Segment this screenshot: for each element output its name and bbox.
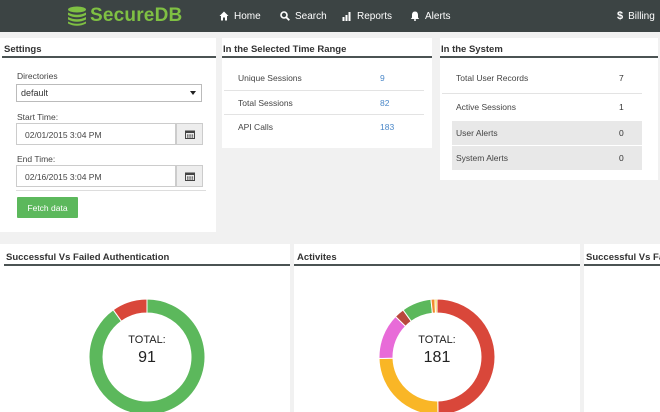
start-calendar-button[interactable] bbox=[176, 123, 203, 145]
range-row-value[interactable]: 82 bbox=[380, 98, 390, 108]
search-icon bbox=[280, 11, 290, 21]
nav-search[interactable]: Search bbox=[280, 0, 327, 32]
third-chart-title-rule bbox=[584, 264, 660, 266]
system-row-user-alerts: User Alerts 0 bbox=[452, 121, 642, 145]
auth-chart-title: Successful Vs Failed Authentication bbox=[6, 252, 170, 263]
nav-billing-label: Billing bbox=[628, 10, 655, 22]
start-time-input[interactable]: 02/01/2015 3:04 PM bbox=[16, 123, 176, 145]
end-time-label: End Time: bbox=[17, 154, 56, 164]
auth-chart-title-rule bbox=[4, 264, 290, 266]
directories-label: Directories bbox=[17, 71, 58, 81]
system-row-active-sessions: Active Sessions 1 bbox=[442, 93, 642, 119]
settings-divider bbox=[16, 190, 206, 191]
system-row-label: System Alerts bbox=[456, 153, 508, 163]
directories-select[interactable]: default bbox=[16, 84, 202, 102]
settings-title-rule bbox=[2, 56, 216, 58]
activities-chart-panel bbox=[294, 244, 580, 412]
nav-home-label: Home bbox=[234, 10, 261, 22]
nav-search-label: Search bbox=[295, 10, 327, 22]
range-row-label: Total Sessions bbox=[238, 98, 293, 108]
system-row-value: 1 bbox=[619, 102, 624, 112]
range-row-total-sessions: Total Sessions 82 bbox=[224, 90, 424, 114]
auth-chart-panel bbox=[0, 244, 290, 412]
third-chart-panel bbox=[584, 244, 660, 412]
range-row-label: Unique Sessions bbox=[238, 73, 302, 83]
fetch-data-button[interactable]: Fetch data bbox=[17, 197, 78, 218]
system-row-label: Active Sessions bbox=[456, 102, 516, 112]
system-title: In the System bbox=[441, 44, 503, 55]
end-time-input[interactable]: 02/16/2015 3:04 PM bbox=[16, 165, 176, 187]
bell-icon bbox=[410, 11, 420, 21]
auth-total-label: TOTAL: bbox=[128, 334, 166, 346]
top-navbar: SecureDB Home Search Reports Alerts $ Bi… bbox=[0, 0, 660, 32]
system-row-label: User Alerts bbox=[456, 128, 498, 138]
end-calendar-button[interactable] bbox=[176, 165, 203, 187]
nav-reports-label: Reports bbox=[357, 10, 393, 22]
auth-total-value: 91 bbox=[138, 349, 156, 366]
range-row-api-calls: API Calls 183 bbox=[224, 114, 424, 138]
range-row-unique-sessions: Unique Sessions 9 bbox=[224, 66, 424, 90]
range-row-value[interactable]: 183 bbox=[380, 122, 395, 132]
nav-home[interactable]: Home bbox=[219, 0, 261, 32]
calendar-icon bbox=[184, 172, 195, 181]
system-row-system-alerts: System Alerts 0 bbox=[452, 146, 642, 170]
nav-reports[interactable]: Reports bbox=[342, 0, 392, 32]
nav-alerts[interactable]: Alerts bbox=[410, 0, 451, 32]
range-row-label: API Calls bbox=[238, 122, 273, 132]
system-row-value: 0 bbox=[619, 128, 624, 138]
system-title-rule bbox=[440, 56, 658, 58]
time-range-title-rule bbox=[222, 56, 432, 58]
nav-alerts-label: Alerts bbox=[425, 10, 451, 22]
bar-chart-icon bbox=[342, 11, 352, 21]
dollar-icon: $ bbox=[617, 10, 624, 22]
home-icon bbox=[219, 11, 229, 21]
directories-select-value: default bbox=[21, 88, 49, 98]
settings-title: Settings bbox=[4, 44, 42, 55]
activities-chart-title-rule bbox=[294, 264, 580, 266]
activities-total-value: 181 bbox=[423, 349, 451, 366]
system-row-label: Total User Records bbox=[456, 73, 529, 83]
calendar-icon bbox=[184, 130, 195, 139]
time-range-title: In the Selected Time Range bbox=[223, 44, 347, 55]
system-row-total-user-records: Total User Records 7 bbox=[442, 66, 642, 92]
system-row-value: 0 bbox=[619, 153, 624, 163]
third-chart-title: Successful Vs Fa bbox=[586, 252, 660, 263]
activities-total-label: TOTAL: bbox=[418, 334, 456, 346]
app-logo[interactable]: SecureDB bbox=[66, 5, 182, 27]
dropdown-arrow-icon bbox=[190, 91, 196, 95]
start-time-label: Start Time: bbox=[17, 112, 59, 122]
system-row-value: 7 bbox=[619, 73, 624, 83]
nav-billing[interactable]: $ Billing bbox=[617, 0, 655, 32]
range-row-value[interactable]: 9 bbox=[380, 73, 385, 83]
activities-chart-title: Activites bbox=[297, 252, 337, 263]
database-stack-icon bbox=[68, 6, 86, 26]
app-name: SecureDB bbox=[90, 5, 183, 26]
